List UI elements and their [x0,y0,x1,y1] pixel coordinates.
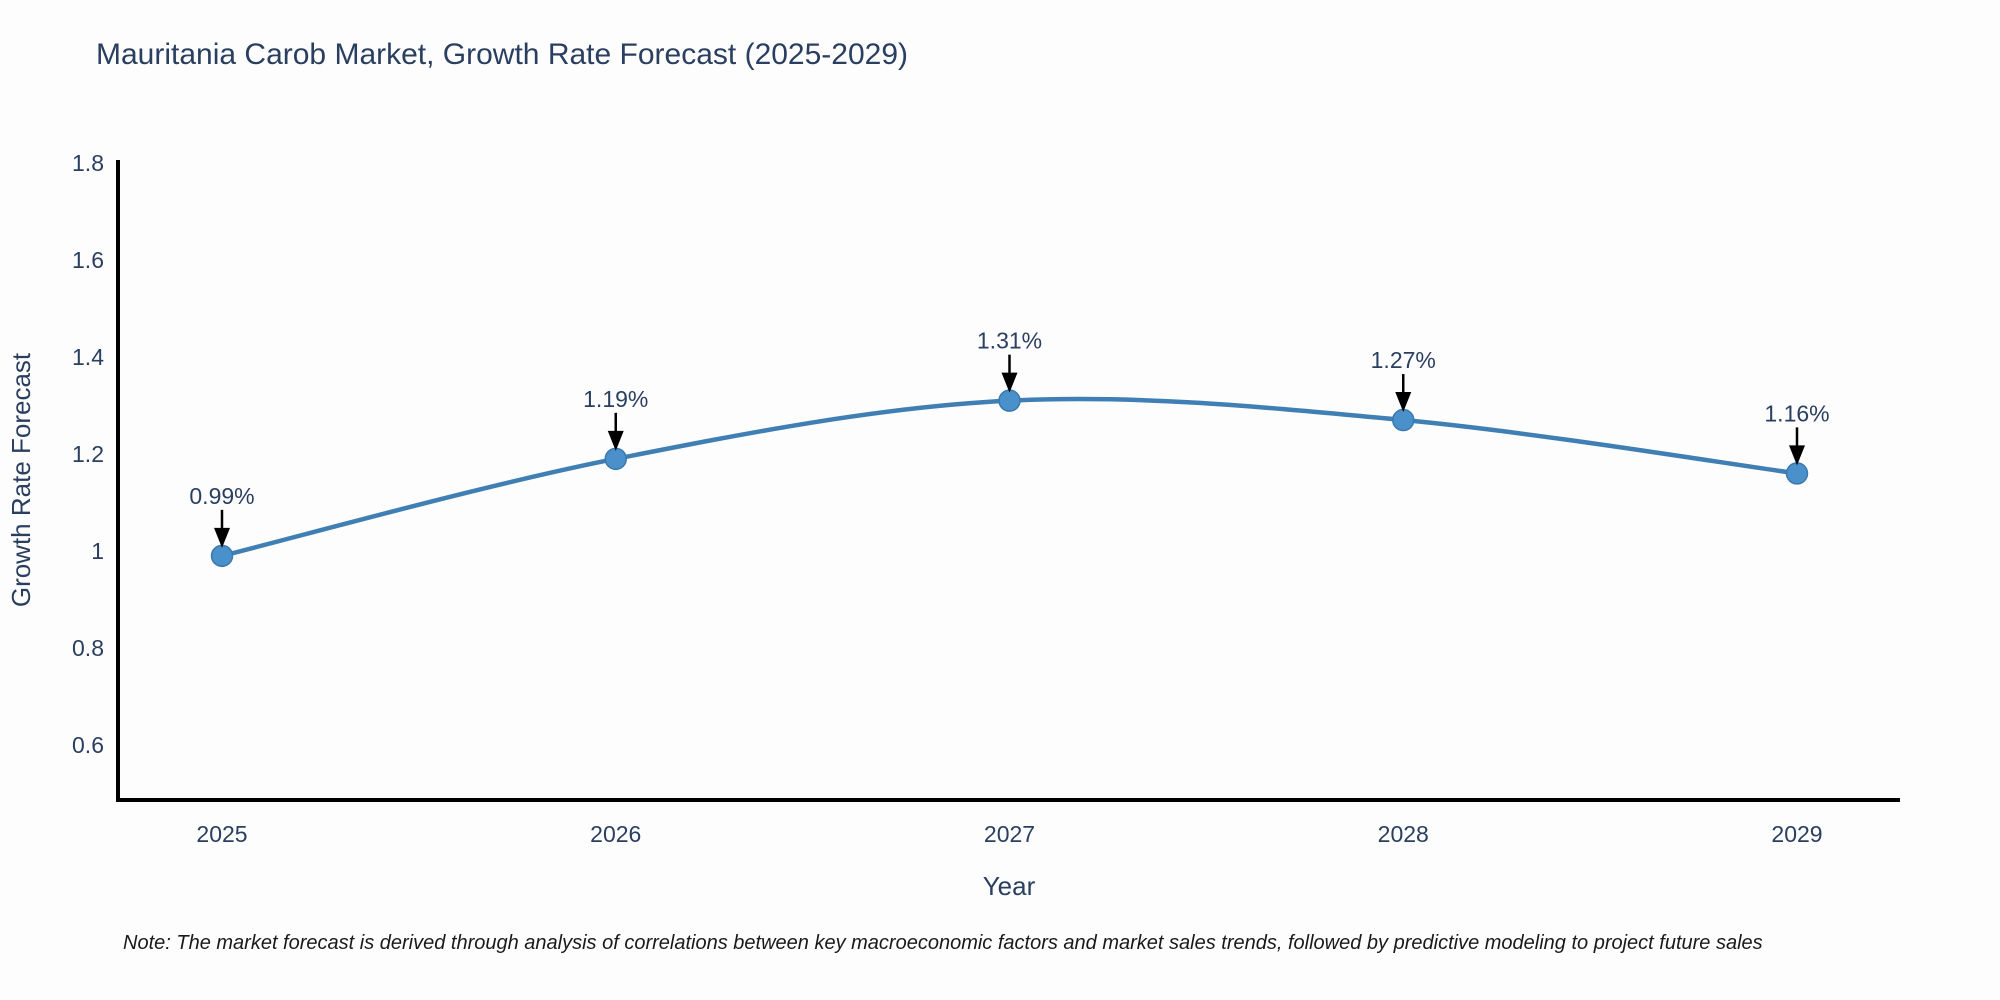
axis-lines [116,160,1900,802]
annotation-arrow-head [607,430,624,451]
chart-title: Mauritania Carob Market, Growth Rate For… [96,38,909,71]
data-point [998,389,1021,412]
data-point [210,544,234,568]
x-tick-label: 2028 [1378,821,1429,847]
point-value-label: 1.31% [977,328,1042,354]
point-value-label: 1.27% [1371,347,1436,373]
y-axis-title: Growth Rate Forecast [6,352,36,607]
x-tick-label: 2025 [196,821,247,847]
x-tick-label: 2029 [1771,821,1822,847]
y-tick-label: 1.8 [72,150,104,176]
annotation-arrow-head [214,527,230,548]
point-value-label: 1.19% [583,386,648,412]
x-tick-label: 2026 [590,821,641,847]
y-tick-label: 1.4 [72,344,104,370]
annotation-arrow-head [1789,445,1805,466]
x-axis-title: Year [983,871,1036,901]
point-value-label: 1.16% [1764,400,1829,426]
y-tick-label: 0.6 [72,732,104,758]
trend-line [219,396,1800,559]
y-tick-label: 1.2 [72,441,104,467]
data-point [604,447,627,471]
point-value-label: 0.99% [189,483,254,509]
data-point [1785,462,1809,485]
data-point [1392,408,1415,432]
footnote: Note: The market forecast is derived thr… [123,932,1763,954]
x-tick-label: 2027 [984,821,1035,847]
annotation-arrow-head [1001,372,1018,393]
y-tick-label: 1.6 [72,247,104,273]
y-tick-label: 1 [91,538,104,564]
annotation-arrow-head [1395,392,1412,413]
y-tick-label: 0.8 [72,635,104,661]
